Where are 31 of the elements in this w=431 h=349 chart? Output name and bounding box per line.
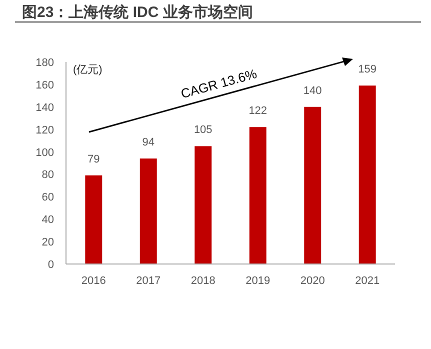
data-label: 79: [88, 153, 100, 166]
x-tick-label: 2019: [246, 275, 270, 287]
annotation: CAGR 13.6%: [179, 66, 259, 102]
x-tick-label: 2017: [136, 275, 161, 287]
bar: [194, 146, 212, 264]
bar: [358, 86, 376, 264]
y-axis-title: (亿元): [73, 64, 102, 76]
x-tick-label: 2021: [355, 275, 380, 287]
data-label: 105: [194, 124, 212, 136]
bar: [140, 158, 157, 264]
y-tick-label: 40: [42, 214, 54, 226]
bar: [304, 106, 322, 264]
bar: [85, 175, 102, 264]
x-tick-label: 2020: [300, 275, 325, 287]
data-label: 94: [142, 136, 155, 149]
y-tick-label: 140: [36, 102, 54, 114]
data-label: 122: [248, 105, 268, 118]
data-label: 159: [358, 64, 377, 76]
bar: [249, 127, 266, 264]
y-tick-label: 60: [42, 192, 54, 204]
x-tick-label: 2016: [81, 275, 106, 287]
y-tick-label: 180: [36, 57, 54, 69]
y-tick-label: 80: [42, 169, 54, 182]
y-tick-label: 20: [42, 236, 54, 249]
y-tick-label: 100: [36, 146, 54, 159]
y-tick-label: 0: [48, 259, 54, 271]
chart-title: 图23：上海传统 IDC 业务市场空间: [22, 3, 253, 21]
x-tick-label: 2018: [190, 275, 216, 287]
y-tick-label: 120: [36, 124, 54, 136]
data-label: 140: [303, 84, 322, 97]
y-tick-label: 160: [36, 79, 54, 92]
